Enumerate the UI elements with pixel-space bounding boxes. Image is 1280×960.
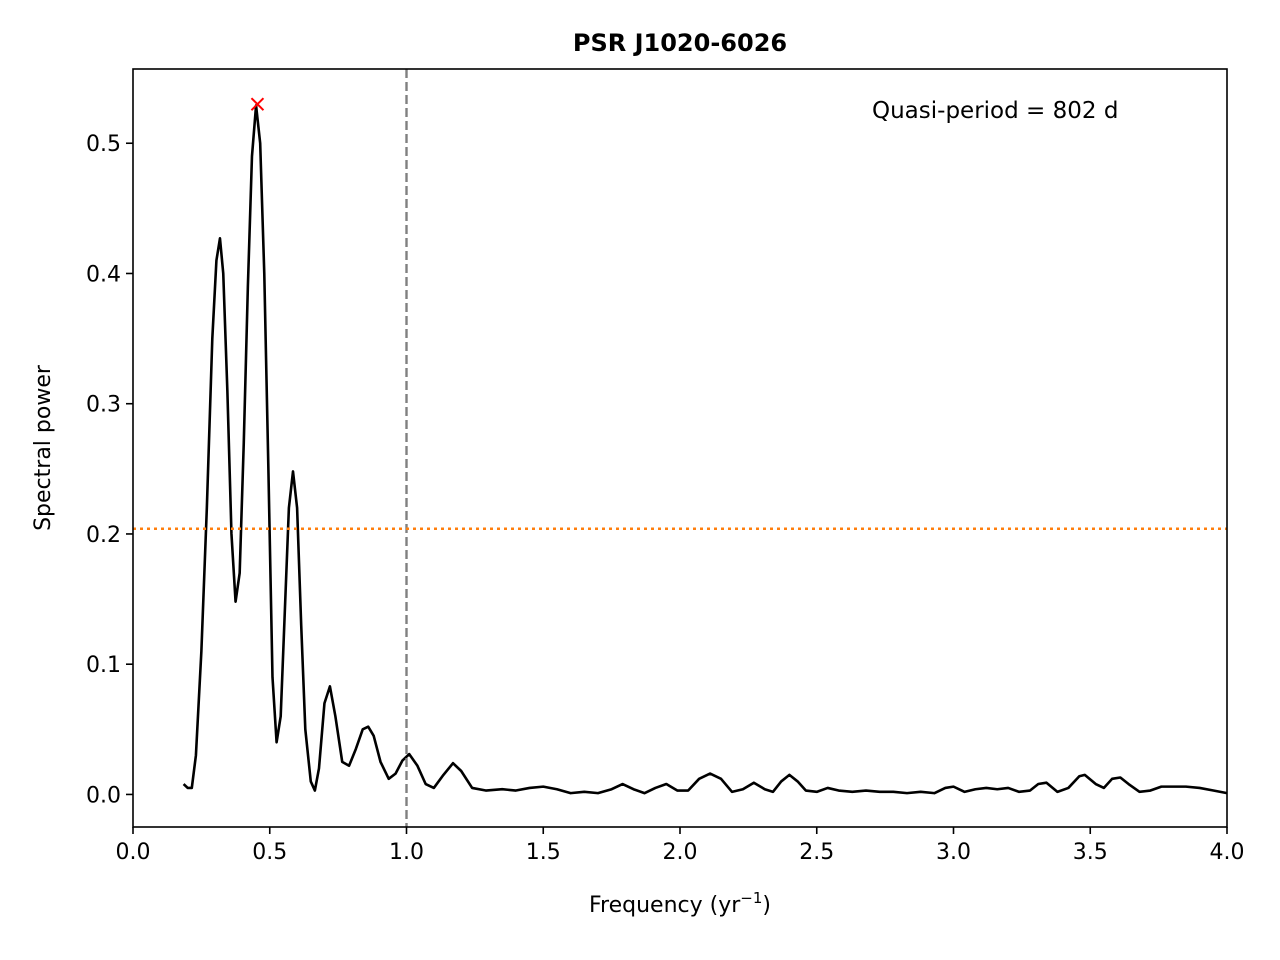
quasi-period-annotation: Quasi-period = 802 d <box>872 98 1118 124</box>
x-tick-label: 2.0 <box>663 840 698 865</box>
x-axis-label-prefix: Frequency (yr <box>589 893 741 918</box>
y-axis-ticks: 0.0 0.1 0.2 0.3 0.4 0.5 <box>86 132 133 808</box>
chart-title: PSR J1020-6026 <box>573 29 787 57</box>
plot-content <box>133 69 1228 827</box>
peak-marker <box>250 97 265 111</box>
x-axis-ticks: 0.0 0.5 1.0 1.5 2.0 2.5 3.0 3.5 4.0 <box>116 827 1245 865</box>
y-axis-label: Spectral power <box>31 364 56 531</box>
peak-marker-stroke-b <box>250 97 265 111</box>
x-axis-label-suffix: ) <box>762 893 771 918</box>
x-tick-label: 2.5 <box>799 840 834 865</box>
y-tick-label: 0.2 <box>86 523 121 548</box>
y-tick-label: 0.1 <box>86 653 121 678</box>
x-tick-label: 4.0 <box>1210 840 1245 865</box>
y-tick-label: 0.3 <box>86 393 121 418</box>
x-tick-label: 3.5 <box>1073 840 1108 865</box>
series-line-0 <box>182 104 1228 795</box>
x-tick-label: 0.5 <box>252 840 287 865</box>
x-axis-label: Frequency (yr−1) <box>589 889 771 918</box>
x-tick-label: 1.0 <box>389 840 424 865</box>
axes-frame <box>132 68 1228 828</box>
y-tick-label: 0.4 <box>86 262 121 287</box>
x-tick-label: 1.5 <box>526 840 561 865</box>
x-tick-label: 3.0 <box>936 840 971 865</box>
x-axis-label-sup: −1 <box>740 889 762 907</box>
y-tick-label: 0.5 <box>86 132 121 157</box>
y-tick-label: 0.0 <box>86 783 121 808</box>
x-tick-label: 0.0 <box>116 840 151 865</box>
